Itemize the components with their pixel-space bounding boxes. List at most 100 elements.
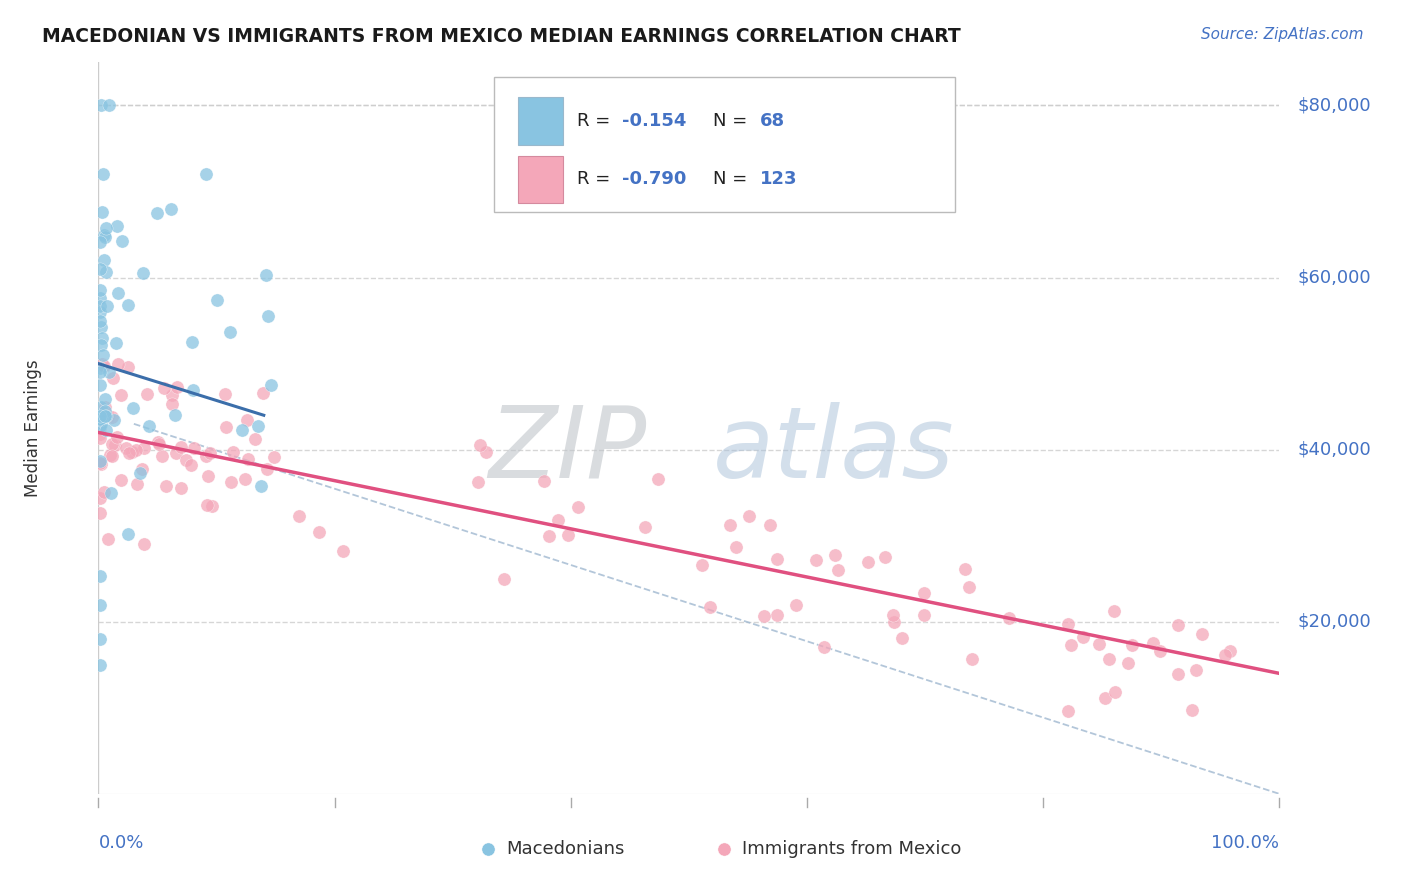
Point — [475, 445, 498, 459]
Point — [1104, 685, 1126, 699]
Point — [738, 509, 761, 524]
Point — [170, 481, 193, 495]
Point — [1185, 664, 1208, 678]
Point — [89, 491, 111, 506]
Point — [89, 235, 111, 250]
Point — [194, 450, 217, 464]
Point — [759, 517, 782, 532]
Point — [117, 526, 139, 541]
Point — [912, 607, 935, 622]
Point — [205, 293, 228, 307]
Point — [260, 377, 283, 392]
Point — [256, 462, 278, 476]
Point — [690, 558, 713, 572]
Point — [165, 409, 187, 423]
Point — [89, 432, 111, 446]
Point — [94, 409, 117, 424]
Point — [96, 221, 118, 235]
Point — [1219, 643, 1241, 657]
Point — [215, 419, 238, 434]
Point — [1167, 666, 1189, 681]
Point — [89, 657, 111, 672]
Point — [98, 448, 121, 462]
Point — [263, 450, 285, 465]
Text: 123: 123 — [759, 170, 797, 188]
Point — [105, 430, 128, 444]
Point — [96, 265, 118, 279]
Text: MACEDONIAN VS IMMIGRANTS FROM MEXICO MEDIAN EARNINGS CORRELATION CHART: MACEDONIAN VS IMMIGRANTS FROM MEXICO MED… — [42, 27, 960, 45]
Point — [1149, 644, 1171, 658]
Point — [257, 309, 280, 323]
Point — [222, 445, 245, 459]
Point — [1071, 630, 1094, 644]
Text: $20,000: $20,000 — [1298, 613, 1371, 631]
Point — [197, 469, 219, 483]
Point — [103, 370, 125, 384]
Point — [998, 610, 1021, 624]
Point — [1087, 637, 1109, 651]
Point — [90, 457, 112, 471]
Point — [110, 388, 132, 402]
Point — [125, 443, 148, 458]
Point — [89, 291, 111, 305]
Point — [219, 475, 242, 489]
Point — [89, 421, 111, 435]
Point — [89, 506, 111, 520]
Point — [145, 205, 167, 219]
Point — [955, 562, 977, 576]
Point — [1094, 691, 1116, 706]
Point — [94, 230, 117, 244]
Point — [1167, 617, 1189, 632]
Point — [1121, 638, 1143, 652]
Point — [1215, 648, 1237, 662]
Point — [131, 266, 153, 280]
Text: -0.154: -0.154 — [621, 112, 686, 130]
Point — [98, 365, 121, 379]
Point — [94, 392, 117, 407]
Point — [89, 418, 111, 433]
Point — [91, 331, 114, 345]
Point — [1142, 636, 1164, 650]
Point — [89, 456, 111, 470]
Point — [93, 227, 115, 242]
Point — [1098, 652, 1121, 666]
Point — [1102, 604, 1125, 618]
Point — [557, 528, 579, 542]
Point — [766, 552, 789, 566]
Point — [89, 409, 111, 423]
Point — [238, 452, 260, 467]
Point — [93, 359, 115, 373]
Point — [718, 518, 741, 533]
FancyBboxPatch shape — [517, 156, 562, 203]
Point — [100, 485, 122, 500]
Point — [89, 632, 111, 646]
Point — [160, 397, 183, 411]
Text: ZIP: ZIP — [488, 401, 647, 499]
Point — [101, 409, 124, 424]
Point — [90, 98, 112, 112]
Point — [127, 477, 149, 491]
Point — [287, 509, 309, 524]
Point — [713, 787, 735, 801]
Text: 100.0%: 100.0% — [1212, 834, 1279, 852]
Point — [104, 438, 127, 452]
Point — [160, 202, 183, 216]
Point — [180, 458, 202, 472]
Point — [1191, 627, 1213, 641]
Point — [121, 445, 143, 459]
Point — [148, 437, 170, 451]
Text: N =: N = — [713, 112, 752, 130]
Point — [332, 544, 354, 558]
Text: $80,000: $80,000 — [1298, 96, 1371, 114]
Point — [94, 400, 117, 414]
Point — [875, 549, 897, 564]
Point — [533, 474, 555, 488]
Point — [183, 441, 205, 455]
Point — [89, 412, 111, 426]
Point — [90, 411, 112, 425]
Point — [960, 652, 983, 666]
Point — [754, 608, 776, 623]
Text: Macedonians: Macedonians — [506, 839, 624, 858]
Point — [97, 98, 120, 112]
Point — [170, 440, 193, 454]
